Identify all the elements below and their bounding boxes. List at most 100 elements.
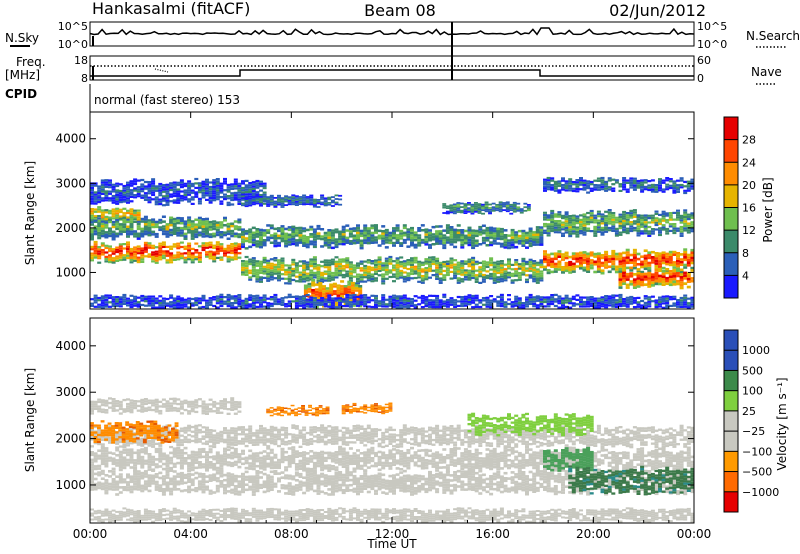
power-cell-band-4 [395,239,400,242]
power-cell-band-13 [658,298,662,301]
power-cell-band-7 [311,281,316,284]
power-cell-band-13 [489,299,494,302]
power-cell-band-3 [223,198,227,201]
power-cell-band-6 [330,196,335,198]
power-cell-band-13 [607,304,612,307]
power-cell-band-8 [463,208,468,211]
power-cell-band-4 [338,240,343,243]
power-cell-band-4 [442,229,447,232]
power-cell-band-4 [384,233,389,237]
power-cell-band-5 [528,265,533,268]
power-cell-band-3 [161,204,166,207]
power-cell-band-4 [449,228,454,231]
power-cell-band-10 [568,226,573,229]
power-cell-band-10 [640,219,645,222]
velocity-cell-band-0 [445,466,450,470]
power-cell-band-8 [452,208,457,211]
velocity-cell-band-0 [370,449,375,452]
power-cell-band-13 [309,303,314,306]
power-cell-band-4 [320,228,325,231]
power-cell-band-7 [340,285,345,288]
power-cell-band-5 [363,260,368,263]
power-cell-band-5 [381,277,386,280]
power-cell-band-3 [147,185,152,188]
power-cell-band-4 [330,239,335,242]
power-cell-band-3 [126,190,130,193]
power-cell-band-5 [499,262,504,265]
velocity-cell-band-0 [384,454,389,457]
velocity-cell-band-0 [449,458,454,461]
power-cell-band-4 [334,230,339,234]
power-cell-band-0 [197,245,202,248]
velocity-cell-band-0 [129,453,134,457]
power-cell-band-13 [377,302,382,305]
power-cell-band-5 [467,276,472,279]
power-cell-band-3 [230,194,235,197]
power-cell-band-1 [108,229,112,233]
power-cell-band-12 [636,274,641,278]
power-cell-band-1 [179,222,184,225]
power-cell-band-3 [237,202,242,205]
power-cell-band-11 [636,182,641,185]
velocity-cell-band-0 [111,467,116,471]
velocity-cell-band-0 [255,452,260,455]
velocity-cell-band-0 [356,454,360,457]
velocity-cell-band-0 [309,457,314,461]
power-cell-band-0 [165,245,170,248]
power-cell-band-0 [165,254,170,257]
power-cell-band-3 [151,184,156,188]
power-cell-band-5 [374,268,378,271]
power-cell-band-4 [399,229,404,233]
power-cell-band-4 [485,239,490,242]
power-cell-band-4 [517,237,522,240]
power-cell-band-5 [327,268,332,271]
power-cell-band-3 [108,179,112,182]
power-cell-band-13 [503,305,508,308]
power-cell-band-13 [284,303,289,306]
power-cell-band-10 [690,216,695,219]
power-cell-band-11 [586,184,591,187]
power-cell-band-5 [467,258,472,261]
power-cell-band-13 [129,303,134,306]
velocity-cell-band-0 [384,461,389,465]
power-cell-band-4 [539,231,544,234]
velocity-cell-band-0 [169,456,174,460]
power-cell-band-4 [510,233,515,237]
power-cell-band-10 [600,233,605,236]
power-cell-band-13 [596,297,601,300]
power-cell-band-4 [370,241,375,244]
power-cell-band-13 [424,296,429,299]
power-cell-band-13 [241,299,245,302]
power-cell-band-8 [470,210,475,213]
power-cell-band-5 [312,258,317,261]
velocity-cell-band-0 [273,461,278,464]
power-cell-band-4 [402,238,407,242]
power-cell-band-1 [215,223,220,227]
power-cell-band-5 [323,266,328,269]
velocity-cell-band-0 [424,451,429,454]
power-cell-band-5 [348,261,353,264]
power-cell-band-9 [586,265,591,268]
power-cell-band-10 [571,219,576,222]
power-cell-band-5 [532,273,537,276]
power-cell-band-13 [251,306,256,309]
power-cell-band-4 [402,241,407,244]
power-cell-band-10 [647,230,652,233]
velocity-cell-band-0 [356,459,360,462]
power-cell-band-4 [287,235,292,239]
velocity-cell-band-0 [93,465,98,468]
power-cell-band-10 [582,231,587,234]
power-cell-band-10 [654,219,659,222]
power-cell-band-2 [129,215,134,218]
power-cell-band-4 [356,239,360,242]
power-cell-band-5 [424,269,429,272]
power-cell-band-13 [223,300,227,303]
power-cell-band-13 [111,296,116,299]
power-cell-band-4 [424,238,429,241]
power-cell-band-0 [237,256,242,259]
power-cell-band-0 [169,254,174,257]
power-cell-band-9 [647,261,652,265]
power-cell-band-13 [363,300,368,303]
power-cell-band-1 [226,232,231,236]
power-cell-band-12 [683,274,688,277]
